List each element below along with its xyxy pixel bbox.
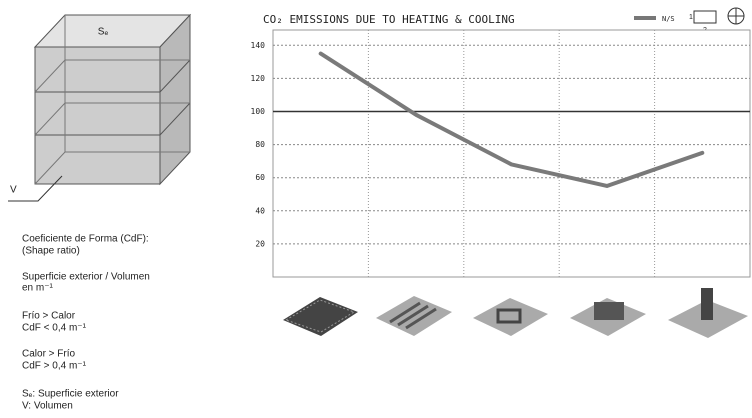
legend: N/S 1 2 xyxy=(634,7,745,34)
leader-line xyxy=(8,175,63,202)
note: CdF > 0,4 m⁻¹ xyxy=(22,361,87,372)
orientation-icon xyxy=(693,10,717,24)
note: Calor > Frío xyxy=(22,349,76,360)
y-tick-label: 60 xyxy=(255,173,265,182)
note: V: Volumen xyxy=(22,401,73,412)
note: (Shape ratio) xyxy=(22,246,80,257)
floor-line xyxy=(35,59,191,93)
building-diagram: Sₑ V xyxy=(8,13,192,202)
legend-icon-label: 1 xyxy=(689,14,693,21)
y-tick-label: 100 xyxy=(251,107,266,116)
series-line xyxy=(318,51,705,188)
chart-title: CO₂ EMISSIONS DUE TO HEATING & COOLING xyxy=(263,13,515,26)
legend-label: N/S xyxy=(662,15,675,23)
y-tick-label: 20 xyxy=(255,239,265,248)
notes: Coeficiente de Forma (CdF): (Shape ratio… xyxy=(22,234,150,412)
thumbnails xyxy=(283,288,748,338)
floor-line xyxy=(35,102,191,136)
plot-area xyxy=(272,29,751,278)
note: Coeficiente de Forma (CdF): xyxy=(22,234,149,245)
note: Frío > Calor xyxy=(22,311,76,322)
note: en m⁻¹ xyxy=(22,283,54,294)
plot: 20 40 60 80 100 120 140 xyxy=(251,29,751,278)
note: CdF < 0,4 m⁻¹ xyxy=(22,323,87,334)
thumb-building xyxy=(496,308,522,324)
thumb-base xyxy=(473,298,548,336)
y-tick-label: 140 xyxy=(251,41,266,50)
y-tick-label: 40 xyxy=(255,206,265,215)
thumb-building xyxy=(594,302,624,320)
v-label: V xyxy=(10,185,17,196)
y-tick-label: 80 xyxy=(255,140,265,149)
note: Superficie exterior / Volumen xyxy=(22,272,150,283)
thumb-grid xyxy=(283,297,358,336)
thumb-building xyxy=(701,288,713,320)
se-label: Sₑ xyxy=(98,27,109,38)
y-tick-label: 120 xyxy=(251,74,266,83)
note: Sₑ: Superficie exterior xyxy=(22,389,119,400)
